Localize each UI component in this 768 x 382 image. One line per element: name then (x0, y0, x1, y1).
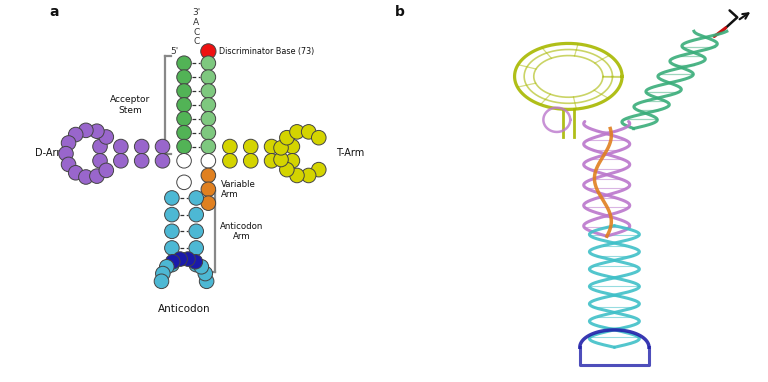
Circle shape (194, 259, 209, 274)
Circle shape (189, 207, 204, 222)
Circle shape (189, 224, 204, 239)
Circle shape (173, 252, 187, 266)
Circle shape (189, 241, 204, 255)
Circle shape (280, 130, 294, 145)
Circle shape (93, 154, 108, 168)
Circle shape (177, 175, 191, 189)
Circle shape (90, 124, 104, 139)
Circle shape (160, 259, 174, 274)
Circle shape (177, 139, 191, 154)
Circle shape (290, 125, 304, 139)
Circle shape (177, 154, 191, 168)
Circle shape (243, 154, 258, 168)
Text: 3': 3' (192, 8, 200, 17)
Circle shape (177, 125, 191, 140)
Circle shape (165, 254, 180, 269)
Circle shape (114, 154, 128, 168)
Circle shape (189, 257, 204, 272)
Circle shape (273, 152, 288, 167)
Circle shape (200, 274, 214, 288)
Circle shape (201, 139, 216, 154)
Circle shape (200, 44, 216, 59)
Text: D-Arm: D-Arm (35, 149, 65, 159)
Circle shape (155, 154, 170, 168)
Text: Anticodon: Anticodon (157, 304, 210, 314)
Circle shape (164, 224, 179, 239)
Circle shape (312, 162, 326, 177)
Circle shape (164, 241, 179, 255)
Circle shape (164, 257, 179, 272)
Circle shape (177, 84, 191, 98)
Circle shape (223, 154, 237, 168)
Circle shape (264, 154, 279, 168)
Text: Acceptor
Stem: Acceptor Stem (110, 95, 151, 115)
Circle shape (201, 154, 216, 168)
Circle shape (201, 112, 216, 126)
Circle shape (264, 139, 279, 154)
Text: a: a (49, 5, 58, 19)
Circle shape (201, 70, 216, 84)
Circle shape (201, 168, 216, 183)
Circle shape (312, 130, 326, 145)
Circle shape (90, 169, 104, 183)
Circle shape (201, 182, 216, 197)
Circle shape (58, 146, 73, 161)
Circle shape (78, 170, 93, 184)
Circle shape (93, 139, 108, 154)
Circle shape (156, 266, 170, 281)
Circle shape (61, 157, 76, 172)
Circle shape (301, 125, 316, 139)
Circle shape (177, 70, 191, 84)
Text: A: A (193, 18, 199, 27)
Circle shape (198, 266, 213, 281)
Circle shape (68, 127, 83, 142)
Circle shape (177, 97, 191, 112)
Circle shape (155, 139, 170, 154)
Text: Anticodon
Arm: Anticodon Arm (220, 222, 263, 241)
Circle shape (164, 191, 179, 205)
Circle shape (285, 139, 300, 154)
Text: T-Arm: T-Arm (336, 149, 365, 159)
Circle shape (99, 129, 114, 144)
Text: 5': 5' (170, 47, 178, 56)
Circle shape (61, 136, 76, 150)
Circle shape (68, 165, 83, 180)
Circle shape (201, 196, 216, 210)
Circle shape (180, 252, 195, 266)
Text: C: C (193, 28, 200, 37)
Circle shape (201, 56, 216, 71)
Circle shape (78, 123, 93, 138)
Circle shape (201, 125, 216, 140)
Text: Variable
Arm: Variable Arm (220, 180, 256, 199)
Circle shape (154, 274, 169, 288)
Circle shape (164, 207, 179, 222)
Circle shape (201, 84, 216, 98)
Circle shape (114, 139, 128, 154)
Circle shape (285, 154, 300, 168)
Circle shape (189, 191, 204, 205)
Circle shape (188, 254, 203, 269)
Circle shape (301, 168, 316, 183)
Circle shape (201, 97, 216, 112)
Text: C: C (193, 37, 200, 46)
Circle shape (290, 168, 304, 183)
Circle shape (280, 162, 294, 177)
Circle shape (273, 141, 288, 155)
Circle shape (99, 163, 114, 178)
Text: b: b (395, 5, 404, 19)
Circle shape (177, 112, 191, 126)
Circle shape (134, 139, 149, 154)
Circle shape (177, 56, 191, 71)
Circle shape (223, 139, 237, 154)
Circle shape (134, 154, 149, 168)
Text: Discriminator Base (73): Discriminator Base (73) (220, 47, 315, 56)
Circle shape (243, 139, 258, 154)
